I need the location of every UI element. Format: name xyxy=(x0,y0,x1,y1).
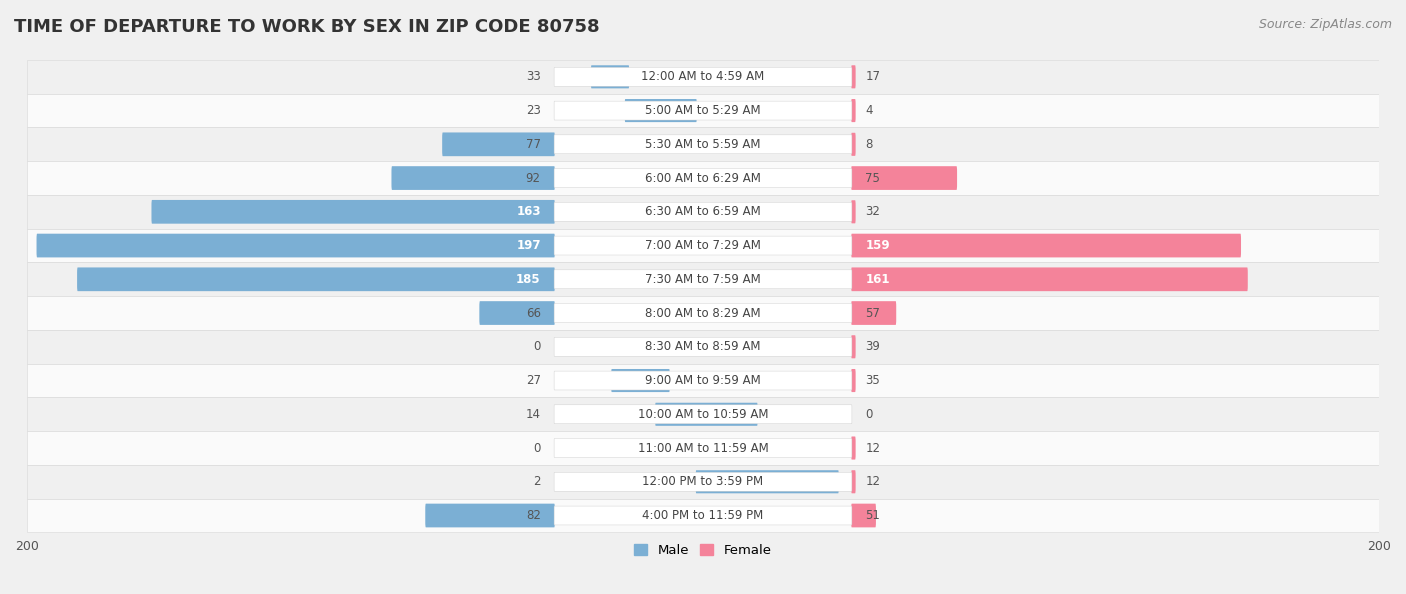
Bar xyxy=(27,397,1379,431)
FancyBboxPatch shape xyxy=(479,301,555,325)
Text: 0: 0 xyxy=(533,441,541,454)
Text: 12:00 PM to 3:59 PM: 12:00 PM to 3:59 PM xyxy=(643,475,763,488)
Text: 14: 14 xyxy=(526,407,541,421)
FancyBboxPatch shape xyxy=(152,200,555,224)
Bar xyxy=(27,296,1379,330)
FancyBboxPatch shape xyxy=(696,470,839,493)
FancyBboxPatch shape xyxy=(425,504,555,527)
Text: 77: 77 xyxy=(526,138,541,151)
Text: 33: 33 xyxy=(526,70,541,83)
FancyBboxPatch shape xyxy=(851,437,856,460)
Text: 4:00 PM to 11:59 PM: 4:00 PM to 11:59 PM xyxy=(643,509,763,522)
Text: 6:00 AM to 6:29 AM: 6:00 AM to 6:29 AM xyxy=(645,172,761,185)
Text: 161: 161 xyxy=(865,273,890,286)
Bar xyxy=(27,128,1379,161)
FancyBboxPatch shape xyxy=(851,335,856,358)
Text: 197: 197 xyxy=(516,239,541,252)
Bar xyxy=(27,229,1379,263)
Text: 27: 27 xyxy=(526,374,541,387)
FancyBboxPatch shape xyxy=(554,304,852,323)
FancyBboxPatch shape xyxy=(851,233,1241,257)
FancyBboxPatch shape xyxy=(441,132,555,156)
FancyBboxPatch shape xyxy=(851,504,876,527)
Text: 32: 32 xyxy=(865,206,880,219)
FancyBboxPatch shape xyxy=(554,203,852,221)
Text: 11:00 AM to 11:59 AM: 11:00 AM to 11:59 AM xyxy=(638,441,768,454)
FancyBboxPatch shape xyxy=(554,371,852,390)
Text: 7:00 AM to 7:29 AM: 7:00 AM to 7:29 AM xyxy=(645,239,761,252)
FancyBboxPatch shape xyxy=(851,301,896,325)
Text: 0: 0 xyxy=(533,340,541,353)
FancyBboxPatch shape xyxy=(851,99,856,122)
Bar xyxy=(27,498,1379,532)
Text: 35: 35 xyxy=(865,374,880,387)
FancyBboxPatch shape xyxy=(851,267,1247,291)
FancyBboxPatch shape xyxy=(612,369,669,392)
Bar xyxy=(27,195,1379,229)
FancyBboxPatch shape xyxy=(851,65,856,89)
Text: 4: 4 xyxy=(865,104,873,117)
Text: 10:00 AM to 10:59 AM: 10:00 AM to 10:59 AM xyxy=(638,407,768,421)
Text: 57: 57 xyxy=(865,307,880,320)
Text: 163: 163 xyxy=(516,206,541,219)
Text: 2: 2 xyxy=(533,475,541,488)
Text: 39: 39 xyxy=(865,340,880,353)
Text: 9:00 AM to 9:59 AM: 9:00 AM to 9:59 AM xyxy=(645,374,761,387)
FancyBboxPatch shape xyxy=(851,470,856,493)
Text: 17: 17 xyxy=(865,70,880,83)
Text: 185: 185 xyxy=(516,273,541,286)
Text: 66: 66 xyxy=(526,307,541,320)
FancyBboxPatch shape xyxy=(554,135,852,154)
Text: Source: ZipAtlas.com: Source: ZipAtlas.com xyxy=(1258,18,1392,31)
Text: 92: 92 xyxy=(526,172,541,185)
FancyBboxPatch shape xyxy=(554,337,852,356)
Text: 8:30 AM to 8:59 AM: 8:30 AM to 8:59 AM xyxy=(645,340,761,353)
Text: 23: 23 xyxy=(526,104,541,117)
Text: 12: 12 xyxy=(865,475,880,488)
FancyBboxPatch shape xyxy=(554,236,852,255)
Text: 82: 82 xyxy=(526,509,541,522)
FancyBboxPatch shape xyxy=(655,403,758,426)
Bar xyxy=(27,431,1379,465)
Text: 75: 75 xyxy=(865,172,880,185)
Bar xyxy=(27,364,1379,397)
Bar xyxy=(27,60,1379,94)
Text: 5:00 AM to 5:29 AM: 5:00 AM to 5:29 AM xyxy=(645,104,761,117)
FancyBboxPatch shape xyxy=(851,133,856,156)
Text: 7:30 AM to 7:59 AM: 7:30 AM to 7:59 AM xyxy=(645,273,761,286)
Bar xyxy=(27,161,1379,195)
Text: 12:00 AM to 4:59 AM: 12:00 AM to 4:59 AM xyxy=(641,70,765,83)
FancyBboxPatch shape xyxy=(591,65,628,89)
Bar xyxy=(27,263,1379,296)
Text: 8:00 AM to 8:29 AM: 8:00 AM to 8:29 AM xyxy=(645,307,761,320)
FancyBboxPatch shape xyxy=(77,267,555,291)
FancyBboxPatch shape xyxy=(391,166,555,190)
Bar xyxy=(27,94,1379,128)
Legend: Male, Female: Male, Female xyxy=(628,539,778,563)
FancyBboxPatch shape xyxy=(554,472,852,491)
Bar xyxy=(27,330,1379,364)
Text: 5:30 AM to 5:59 AM: 5:30 AM to 5:59 AM xyxy=(645,138,761,151)
Text: 8: 8 xyxy=(865,138,873,151)
Text: 12: 12 xyxy=(865,441,880,454)
Bar xyxy=(27,465,1379,498)
Text: TIME OF DEPARTURE TO WORK BY SEX IN ZIP CODE 80758: TIME OF DEPARTURE TO WORK BY SEX IN ZIP … xyxy=(14,18,600,36)
FancyBboxPatch shape xyxy=(554,67,852,86)
FancyBboxPatch shape xyxy=(554,405,852,424)
FancyBboxPatch shape xyxy=(554,270,852,289)
FancyBboxPatch shape xyxy=(554,169,852,188)
FancyBboxPatch shape xyxy=(554,506,852,525)
FancyBboxPatch shape xyxy=(554,438,852,457)
Text: 6:30 AM to 6:59 AM: 6:30 AM to 6:59 AM xyxy=(645,206,761,219)
FancyBboxPatch shape xyxy=(851,166,957,190)
Text: 51: 51 xyxy=(865,509,880,522)
FancyBboxPatch shape xyxy=(37,233,555,257)
Text: 159: 159 xyxy=(865,239,890,252)
Text: 0: 0 xyxy=(865,407,873,421)
FancyBboxPatch shape xyxy=(851,369,856,392)
FancyBboxPatch shape xyxy=(851,200,856,223)
FancyBboxPatch shape xyxy=(554,101,852,120)
FancyBboxPatch shape xyxy=(624,99,697,122)
